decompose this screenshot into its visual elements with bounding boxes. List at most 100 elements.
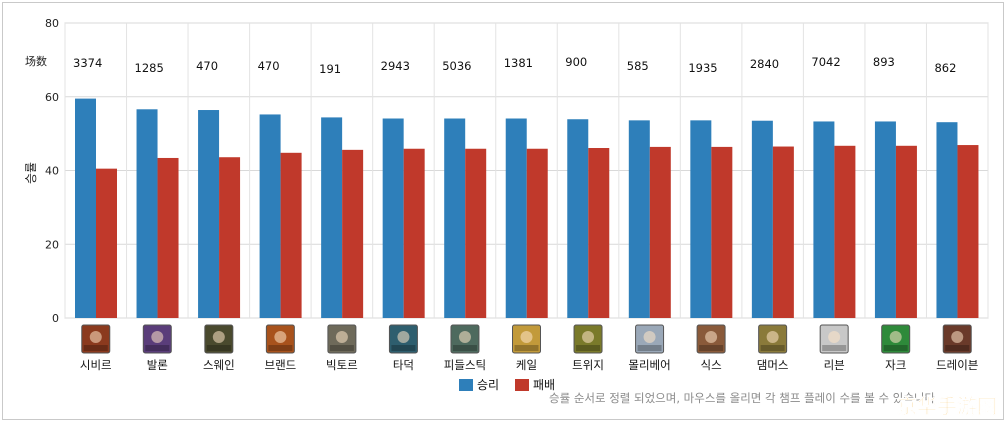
bar-loss xyxy=(465,148,487,318)
games-count: 470 xyxy=(196,59,218,73)
bar-win xyxy=(259,114,281,318)
champion-shadow-icon xyxy=(452,345,477,351)
svg-text:京华手游网: 京华手游网 xyxy=(897,394,997,418)
games-count-label: 场数 xyxy=(25,54,47,68)
champion-shadow-icon xyxy=(391,345,416,351)
champion-shadow-icon xyxy=(268,345,293,351)
bar-loss xyxy=(588,148,610,318)
category-label: 발론 xyxy=(147,358,168,372)
games-count: 5036 xyxy=(442,59,471,73)
games-count: 2840 xyxy=(750,57,779,71)
champion-face-icon xyxy=(828,331,841,343)
champion-face-icon xyxy=(151,331,164,343)
games-count: 470 xyxy=(258,59,280,73)
y-tick-label: 40 xyxy=(45,165,59,178)
champion-shadow-icon xyxy=(883,345,908,351)
category-label: 케일 xyxy=(516,358,537,372)
bar-win xyxy=(198,110,220,319)
champion-face-icon xyxy=(458,331,471,343)
category-label: 식스 xyxy=(701,358,722,372)
bar-loss xyxy=(772,146,794,318)
legend-swatch-win xyxy=(459,379,473,391)
bar-loss xyxy=(834,145,856,318)
bar-win xyxy=(505,118,527,318)
bar-loss xyxy=(895,145,917,318)
champion-shadow-icon xyxy=(822,345,847,351)
bar-loss xyxy=(711,146,733,318)
bar-loss xyxy=(280,152,302,318)
y-axis-label: 승률 xyxy=(24,162,38,184)
bars xyxy=(75,98,979,319)
bar-loss xyxy=(957,145,979,318)
category-label: 빅토르 xyxy=(326,358,358,372)
bar-win xyxy=(444,118,466,318)
games-count: 900 xyxy=(565,55,587,69)
bar-loss xyxy=(342,149,364,318)
bar-win xyxy=(690,120,712,318)
y-axis-ticks: 0 20 40 60 80 xyxy=(45,17,59,325)
champion-face-icon xyxy=(397,331,410,343)
y-tick-label: 0 xyxy=(52,312,59,325)
games-count: 893 xyxy=(873,55,895,69)
champion-face-icon xyxy=(766,331,779,343)
bar-loss xyxy=(96,168,117,318)
champion-face-icon xyxy=(582,331,595,343)
champion-face-icon xyxy=(643,331,656,343)
champion-face-icon xyxy=(705,331,718,343)
champion-shadow-icon xyxy=(145,345,170,351)
bar-loss xyxy=(649,146,671,318)
bar-win xyxy=(136,109,158,318)
category-labels: 시비르 발론 스웨인 브랜드 빅토르 타덕 피들스틱 케일 트위지 몰리베어 식스 댐머스 리븐 자크 드레… xyxy=(80,358,979,372)
games-count: 1381 xyxy=(504,56,533,70)
champion-face-icon xyxy=(89,331,102,343)
champion-face-icon xyxy=(212,331,225,343)
bar-win xyxy=(75,98,96,318)
games-count: 585 xyxy=(627,59,649,73)
y-tick-label: 80 xyxy=(45,17,59,30)
legend: 승리 패배 xyxy=(459,378,555,392)
watermark-logo: 京华手游网 xyxy=(897,394,998,419)
champion-shadow-icon xyxy=(83,345,108,351)
bar-win xyxy=(321,117,343,319)
bar-loss xyxy=(526,148,548,318)
category-label: 타덕 xyxy=(393,358,414,372)
category-label: 댐머스 xyxy=(757,358,789,372)
champion-face-icon xyxy=(274,331,287,343)
category-label: 트위지 xyxy=(572,358,604,372)
bar-win xyxy=(567,119,589,319)
bar-win xyxy=(751,120,773,318)
champion-face-icon xyxy=(520,331,533,343)
games-count: 1285 xyxy=(135,61,164,75)
footnote: 승률 순서로 정렬 되었으며, 마우스를 올리면 각 챔프 플레이 수를 볼 수… xyxy=(549,391,935,405)
y-tick-label: 60 xyxy=(45,91,59,104)
category-label: 스웨인 xyxy=(203,358,235,372)
bar-loss xyxy=(157,157,179,318)
win-rate-chart: 0 20 40 60 80 승률 场数 3374 1285 470 470 191 2943 503… xyxy=(24,17,989,405)
champion-shadow-icon xyxy=(206,345,231,351)
games-counts: 3374 1285 470 470 191 2943 5036 1381 900 585 1935 2… xyxy=(73,55,956,76)
chart-frame: 0 20 40 60 80 승률 场数 3374 1285 470 470 191 2943 503… xyxy=(2,2,1004,420)
games-count: 2943 xyxy=(381,59,410,73)
bar-win xyxy=(936,122,958,318)
champion-icons xyxy=(81,324,972,354)
champion-shadow-icon xyxy=(637,345,662,351)
games-count: 7042 xyxy=(811,55,840,69)
bar-win xyxy=(628,120,650,318)
category-label: 시비르 xyxy=(80,358,112,372)
bar-win xyxy=(813,121,835,318)
champion-face-icon xyxy=(889,331,902,343)
champion-face-icon xyxy=(335,331,348,343)
champion-shadow-icon xyxy=(760,345,785,351)
champion-shadow-icon xyxy=(945,345,970,351)
games-count: 3374 xyxy=(73,56,102,70)
games-count: 862 xyxy=(934,61,956,75)
games-count: 191 xyxy=(319,62,341,76)
y-tick-label: 20 xyxy=(45,238,59,251)
champion-face-icon xyxy=(951,331,964,343)
champion-shadow-icon xyxy=(514,345,539,351)
bar-win xyxy=(874,121,896,318)
champion-shadow-icon xyxy=(329,345,354,351)
category-label: 브랜드 xyxy=(264,358,296,372)
category-label: 리븐 xyxy=(824,358,845,372)
bar-loss xyxy=(403,148,425,318)
